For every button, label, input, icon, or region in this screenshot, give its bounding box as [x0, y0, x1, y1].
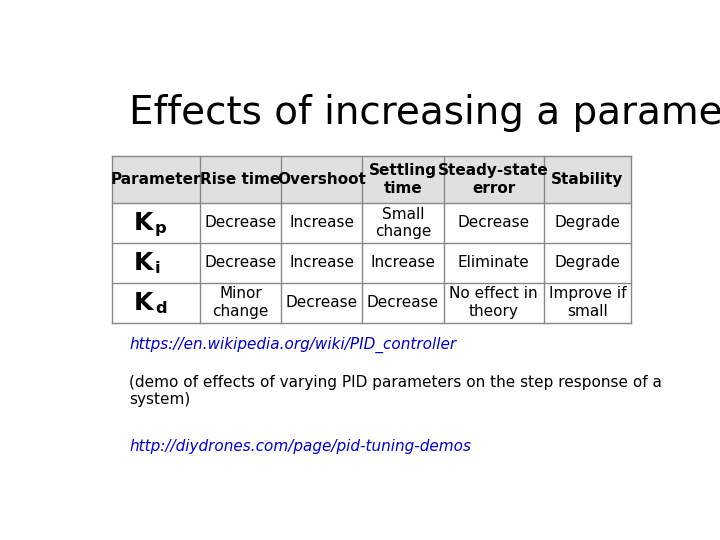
FancyBboxPatch shape: [444, 156, 544, 203]
Text: Small
change: Small change: [375, 207, 431, 239]
Text: Decrease: Decrease: [458, 215, 530, 230]
Text: Settling
time: Settling time: [369, 164, 437, 196]
Text: Rise time: Rise time: [200, 172, 281, 187]
FancyBboxPatch shape: [200, 282, 281, 322]
Text: Increase: Increase: [289, 255, 354, 270]
Text: i: i: [155, 261, 161, 275]
Text: Effects of increasing a parameter: Effects of increasing a parameter: [129, 94, 720, 132]
FancyBboxPatch shape: [444, 243, 544, 282]
Text: Overshoot: Overshoot: [277, 172, 366, 187]
FancyBboxPatch shape: [200, 156, 281, 203]
Text: Decrease: Decrease: [286, 295, 358, 310]
FancyBboxPatch shape: [544, 282, 631, 322]
Text: Parameter: Parameter: [111, 172, 202, 187]
FancyBboxPatch shape: [281, 282, 362, 322]
Text: Improve if
small: Improve if small: [549, 286, 626, 319]
Text: Decrease: Decrease: [204, 215, 276, 230]
Text: Degrade: Degrade: [554, 255, 621, 270]
FancyBboxPatch shape: [544, 156, 631, 203]
Text: Decrease: Decrease: [204, 255, 276, 270]
FancyBboxPatch shape: [444, 203, 544, 243]
Text: d: d: [155, 301, 166, 315]
Text: (demo of effects of varying PID parameters on the step response of a
system): (demo of effects of varying PID paramete…: [129, 375, 662, 407]
FancyBboxPatch shape: [112, 243, 200, 282]
FancyBboxPatch shape: [200, 243, 281, 282]
Text: http://diydrones.com/page/pid-tuning-demos: http://diydrones.com/page/pid-tuning-dem…: [129, 439, 471, 454]
FancyBboxPatch shape: [362, 243, 444, 282]
Text: https://en.wikipedia.org/wiki/PID_controller: https://en.wikipedia.org/wiki/PID_contro…: [129, 337, 456, 353]
Text: Minor
change: Minor change: [212, 286, 269, 319]
Text: p: p: [155, 221, 167, 235]
FancyBboxPatch shape: [112, 203, 200, 243]
FancyBboxPatch shape: [544, 203, 631, 243]
FancyBboxPatch shape: [362, 156, 444, 203]
Text: K: K: [133, 251, 153, 275]
Text: Increase: Increase: [371, 255, 436, 270]
Text: Degrade: Degrade: [554, 215, 621, 230]
FancyBboxPatch shape: [281, 243, 362, 282]
Text: Stability: Stability: [552, 172, 624, 187]
FancyBboxPatch shape: [200, 203, 281, 243]
Text: Decrease: Decrease: [367, 295, 439, 310]
FancyBboxPatch shape: [544, 243, 631, 282]
FancyBboxPatch shape: [444, 282, 544, 322]
FancyBboxPatch shape: [362, 203, 444, 243]
FancyBboxPatch shape: [112, 282, 200, 322]
Text: Eliminate: Eliminate: [458, 255, 530, 270]
Text: K: K: [133, 211, 153, 235]
Text: No effect in
theory: No effect in theory: [449, 286, 538, 319]
FancyBboxPatch shape: [112, 156, 200, 203]
Text: Increase: Increase: [289, 215, 354, 230]
FancyBboxPatch shape: [281, 156, 362, 203]
FancyBboxPatch shape: [362, 282, 444, 322]
Text: Steady-state
error: Steady-state error: [438, 164, 549, 196]
Text: K: K: [133, 291, 153, 315]
FancyBboxPatch shape: [281, 203, 362, 243]
